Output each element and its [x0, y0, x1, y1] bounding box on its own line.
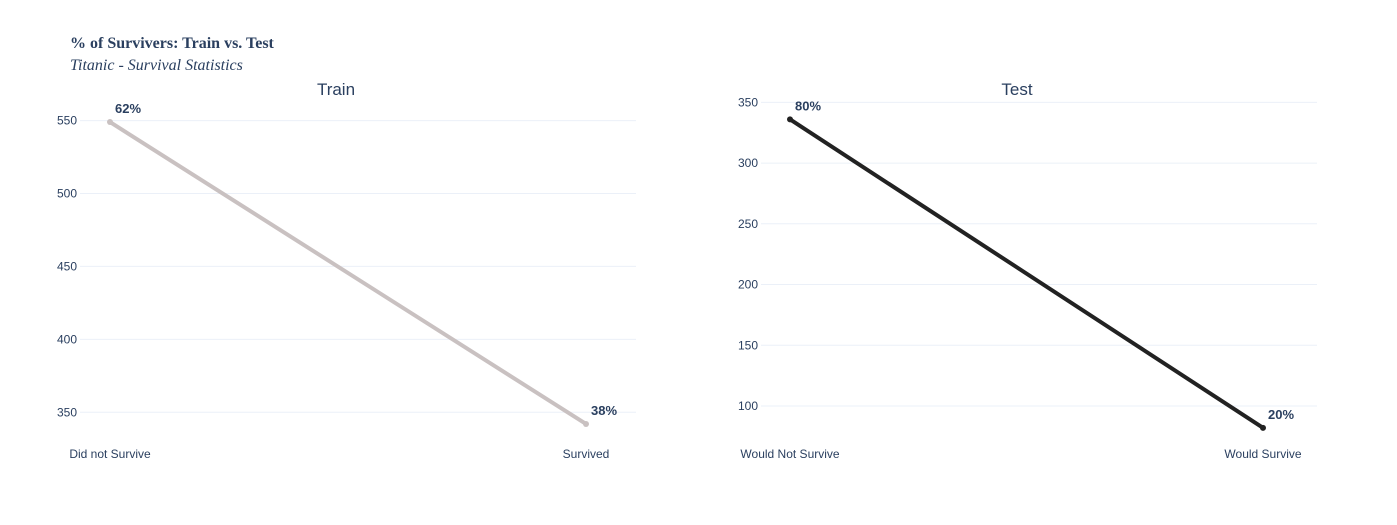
panel-1-ytick-label: 450	[57, 259, 77, 273]
panel-1-ytick-label: 500	[57, 187, 77, 201]
panel-1-xtick-label: Did not Survive	[69, 447, 151, 461]
panel-2-ytick-label: 300	[738, 156, 758, 170]
panel-2-xtick-label: Would Survive	[1224, 447, 1301, 461]
panel-1-xtick-label: Survived	[563, 447, 610, 461]
figure-subtitle: Titanic - Survival Statistics	[70, 57, 243, 74]
panel-2-series-line	[788, 117, 1265, 430]
panel-2-data-label: 80%	[795, 98, 821, 113]
panel-2-data-label: 20%	[1268, 407, 1294, 422]
panel-1-title: Train	[317, 80, 355, 99]
panel-1-data-point	[583, 420, 589, 427]
panel-2-xtick-label: Would Not Survive	[740, 447, 839, 461]
panel-1-ytick-label: 550	[57, 114, 77, 128]
figure-title: % of Survivers: Train vs. Test	[70, 35, 274, 52]
panel-2-ytick-label: 250	[738, 217, 758, 231]
panel-2-data-point	[787, 116, 793, 123]
panel-1-data-label: 62%	[115, 101, 141, 116]
panel-1-series-line	[108, 120, 588, 426]
panel-1-ytick-label: 400	[57, 332, 77, 346]
panel-1-data-label: 38%	[591, 403, 617, 418]
panel-2-ytick-label: 100	[738, 399, 758, 413]
panel-1-ytick-label: 350	[57, 405, 77, 419]
panel-2-ytick-label: 350	[738, 95, 758, 109]
panel-1-data-point	[107, 119, 113, 126]
panel-2-title: Test	[1001, 80, 1032, 99]
panel-2-data-point	[1260, 424, 1266, 431]
panel-2-ytick-label: 200	[738, 278, 758, 292]
panel-2-ytick-label: 150	[738, 338, 758, 352]
